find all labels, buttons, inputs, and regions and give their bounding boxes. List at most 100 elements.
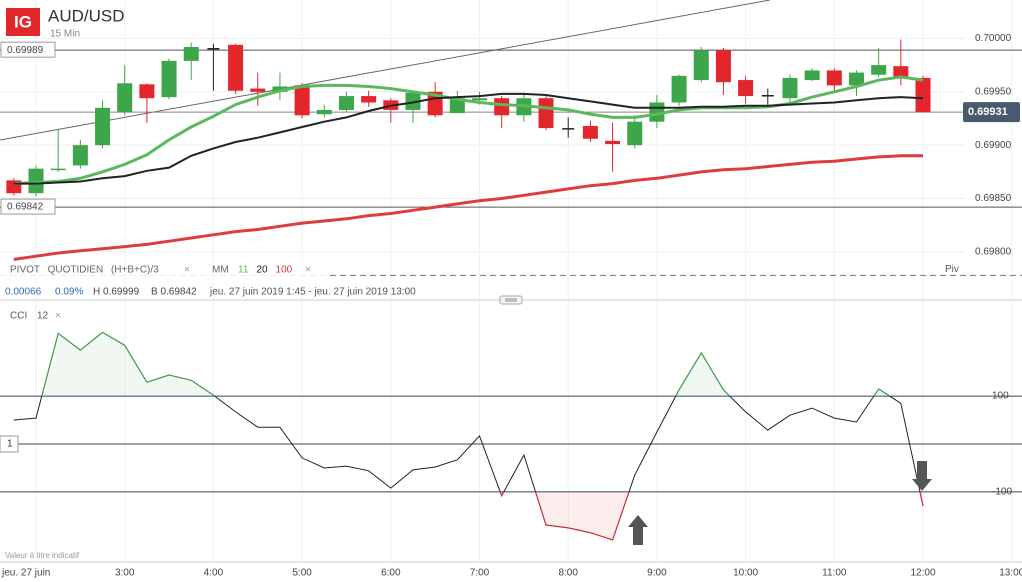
ma-legend: 11 20 100	[238, 265, 293, 276]
date-range: jeu. 27 juin 2019 1:45 - jeu. 27 juin 20…	[209, 287, 416, 298]
candle-body	[50, 168, 66, 171]
cci-line-oversold	[499, 491, 924, 541]
candle-body	[161, 60, 177, 98]
candle-body	[139, 84, 155, 99]
x-tick-label: 10:00	[733, 568, 758, 579]
timeframe: 15 Min	[50, 29, 80, 40]
trend-line	[0, 0, 771, 141]
x-tick-label: 5:00	[292, 568, 312, 579]
candle-body	[671, 75, 687, 103]
disclaimer: Valeur à titre indicatif	[5, 551, 80, 560]
reference-tag	[0, 198, 56, 215]
candle-body	[562, 128, 575, 130]
candle-body	[361, 96, 377, 103]
cci-line	[13, 331, 924, 541]
candle-body	[228, 44, 244, 91]
candle-body	[538, 98, 554, 129]
legend-bg	[0, 262, 330, 278]
candle-body	[782, 77, 798, 99]
y-tick-label: -100	[992, 487, 1012, 498]
y-tick-label: 0.69950	[975, 86, 1012, 97]
y-tick-label: 100	[992, 391, 1009, 402]
x-tick-label: 8:00	[558, 568, 578, 579]
x-tick-label: 6:00	[381, 568, 401, 579]
cci-period: 12	[37, 311, 49, 322]
close-icon[interactable]: ×	[55, 311, 61, 322]
x-tick-label: 11:00	[822, 568, 847, 579]
change: 0.00066	[5, 287, 42, 298]
cci-oversold-area	[500, 491, 924, 540]
candle-body	[494, 98, 510, 116]
candle-body	[915, 77, 931, 113]
cci-overbought-area	[13, 332, 924, 397]
x-tick-label: 12:00	[910, 568, 935, 579]
cci-marker-box	[0, 435, 19, 453]
candle-body	[95, 107, 111, 146]
candle-body	[272, 86, 288, 92]
moving-average	[13, 92, 924, 185]
candle-body	[893, 66, 909, 78]
y-tick-label: 0.69800	[975, 247, 1012, 258]
reference-label: 0.69842	[7, 202, 44, 213]
candle-body	[472, 98, 488, 101]
candle-body	[294, 85, 310, 116]
candle-body	[605, 140, 621, 145]
moving-average	[13, 154, 923, 261]
candle-body	[449, 98, 465, 114]
cci-panel	[0, 331, 1022, 541]
legend-entry: 20	[256, 265, 268, 276]
legend-entry: 11	[238, 265, 249, 276]
candle-body	[826, 70, 842, 86]
high: H 0.69999	[93, 287, 140, 298]
arrow-up	[628, 515, 648, 545]
candle-body	[627, 121, 643, 146]
candle-body	[183, 46, 199, 61]
x-tick-label: 7:00	[470, 568, 490, 579]
candle-body	[250, 88, 266, 92]
arrow-down	[912, 461, 932, 491]
legend-entry: 100	[276, 265, 293, 276]
candle-body	[804, 70, 820, 81]
last-price-label: 0.69931	[968, 106, 1008, 118]
low: B 0.69842	[151, 287, 197, 298]
candle-body	[848, 72, 864, 86]
candle-body	[582, 125, 598, 139]
resize-handle[interactable]	[499, 295, 523, 305]
close-icon[interactable]: ×	[184, 265, 190, 276]
x-tick-label: 4:00	[204, 568, 224, 579]
reference-tag	[0, 41, 56, 58]
candle-body	[738, 80, 754, 97]
candle-body	[761, 95, 774, 97]
x-tick-label: jeu. 27 juin	[1, 568, 50, 579]
x-tick-label: 9:00	[647, 568, 667, 579]
candle-body	[693, 50, 709, 81]
candle-body	[338, 96, 354, 110]
x-tick-label: 3:00	[115, 568, 135, 579]
price-panel	[0, 39, 1022, 276]
candle-body	[316, 109, 332, 115]
change-pct: 0.09%	[55, 287, 83, 298]
candle-body	[28, 168, 44, 194]
y-tick-label: 0.69900	[975, 140, 1012, 151]
cci-label: CCI	[10, 311, 27, 322]
cci-marker: 1	[7, 439, 13, 450]
logo: IG	[14, 12, 32, 31]
reference-label: 0.69989	[7, 45, 44, 56]
symbol: AUD/USD	[48, 6, 125, 25]
candle-body	[207, 48, 220, 50]
y-tick-label: 0.69850	[975, 193, 1012, 204]
candle-body	[715, 50, 731, 83]
x-tick-label: 13:00	[999, 568, 1022, 579]
last-price-box	[963, 102, 1020, 123]
y-tick-label: 0.70000	[975, 33, 1012, 44]
candle-body	[117, 83, 133, 113]
pivot-tag: Piv	[945, 264, 959, 275]
cci-line-overbought	[41, 331, 891, 397]
ma-legend-title: MM	[212, 265, 229, 276]
candle-body	[871, 65, 887, 75]
pivot-legend: PIVOT QUOTIDIEN (H+B+C)/3	[10, 265, 159, 276]
logo-box	[6, 8, 40, 36]
close-icon[interactable]: ×	[305, 265, 311, 276]
candle-body	[405, 92, 421, 110]
